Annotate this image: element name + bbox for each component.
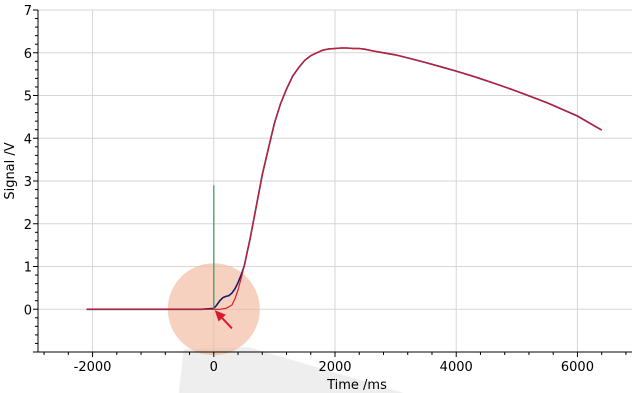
x-tick-labels: -2000 0 2000 4000 6000 bbox=[74, 360, 594, 375]
axes bbox=[33, 9, 632, 357]
grid bbox=[38, 9, 632, 353]
x-tick-label: -2000 bbox=[74, 360, 112, 375]
y-tick-labels: 0 1 2 3 4 5 6 7 bbox=[24, 4, 32, 318]
y-axis-label: Signal /V bbox=[3, 142, 18, 199]
y-tick-label: 3 bbox=[24, 175, 32, 190]
series-line-1 bbox=[86, 47, 603, 311]
series-line-2 bbox=[86, 47, 603, 310]
series-group bbox=[86, 47, 603, 311]
x-axis-label: Time /ms bbox=[326, 378, 387, 393]
y-tick-label: 5 bbox=[24, 90, 32, 105]
y-tick-label: 0 bbox=[24, 303, 32, 318]
x-tick-label: 6000 bbox=[561, 360, 594, 375]
arrow-head bbox=[214, 310, 226, 322]
zoom-cone bbox=[178, 347, 404, 393]
x-tick-label: 4000 bbox=[440, 360, 473, 375]
y-tick-label: 6 bbox=[24, 47, 32, 62]
y-tick-label: 4 bbox=[24, 132, 32, 147]
zoom-cone-shape bbox=[178, 347, 404, 393]
annotation-arrow bbox=[214, 310, 233, 330]
y-tick-label: 2 bbox=[24, 218, 32, 233]
y-tick-label: 1 bbox=[24, 261, 32, 276]
x-tick-label: 0 bbox=[210, 360, 218, 375]
x-tick-label: 2000 bbox=[318, 360, 351, 375]
arrow-shaft bbox=[221, 317, 233, 330]
y-tick-label: 7 bbox=[24, 4, 32, 19]
